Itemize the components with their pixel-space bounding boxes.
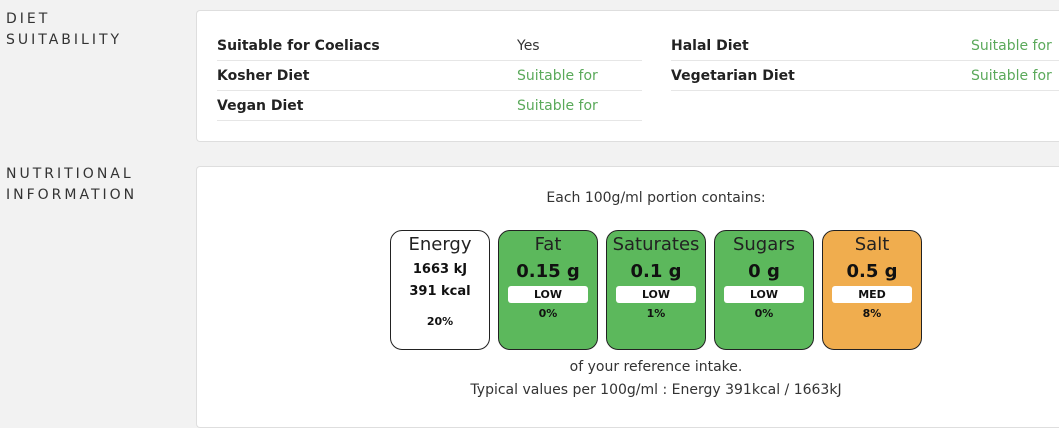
salt-pct: 8% [862,307,882,320]
diet-value: Suitable for [517,67,598,84]
fat-level-badge: LOW [508,286,588,303]
diet-row: Halal Diet Suitable for [671,31,1059,61]
diet-card: Suitable for Coeliacs Yes Kosher Diet Su… [196,10,1059,142]
salt-title: Salt [854,234,890,255]
energy-pct: 20% [426,315,454,328]
saturates-value: 0.1 g [630,261,682,282]
saturates-title: Saturates [612,234,700,255]
diet-row: Kosher Diet Suitable for [217,61,642,91]
saturates-level-badge: LOW [616,286,696,303]
diet-row: Suitable for Coeliacs Yes [217,31,642,61]
sugars-level-badge: LOW [724,286,804,303]
fat-pct: 0% [538,307,558,320]
energy-kcal: 391 kcal [409,284,471,299]
diet-row: Vegetarian Diet Suitable for [671,61,1059,91]
diet-row: Vegan Diet Suitable for [217,91,642,121]
salt-value: 0.5 g [846,261,898,282]
salt-light: Salt 0.5 g MED 8% [822,230,922,350]
sugars-value: 0 g [748,261,780,282]
typical-values-text: Typical values per 100g/ml : Energy 391k… [470,382,842,398]
sugars-title: Sugars [732,234,796,255]
diet-value: Yes [517,37,540,54]
diet-name: Suitable for Coeliacs [217,37,380,54]
diet-name: Halal Diet [671,37,749,54]
sugars-pct: 0% [754,307,774,320]
energy-kj: 1663 kJ [412,262,468,277]
nutrition-label-line2: INFORMATION [6,187,138,203]
diet-name: Vegan Diet [217,97,304,114]
fat-value: 0.15 g [516,261,580,282]
diet-value: Suitable for [971,67,1052,84]
fat-light: Fat 0.15 g LOW 0% [498,230,598,350]
saturates-light: Saturates 0.1 g LOW 1% [606,230,706,350]
portion-header: Each 100g/ml portion contains: [546,190,766,206]
diet-section-label: DIET SUITABILITY [6,9,122,51]
salt-level-badge: MED [832,286,912,303]
diet-left-column: Suitable for Coeliacs Yes Kosher Diet Su… [217,31,642,121]
diet-label-line1: DIET [6,11,51,27]
nutrition-label-line1: NUTRITIONAL [6,166,134,182]
diet-right-column: Halal Diet Suitable for Vegetarian Diet … [671,31,1059,91]
diet-value: Suitable for [971,37,1052,54]
diet-name: Vegetarian Diet [671,67,795,84]
diet-name: Kosher Diet [217,67,310,84]
energy-title: Energy [408,234,472,255]
nutrition-section-label: NUTRITIONAL INFORMATION [6,164,137,206]
fat-title: Fat [534,234,562,255]
energy-light: Energy 1663 kJ 391 kcal 20% [390,230,490,350]
reference-intake-text: of your reference intake. [569,359,743,375]
saturates-pct: 1% [646,307,666,320]
sugars-light: Sugars 0 g LOW 0% [714,230,814,350]
diet-label-line2: SUITABILITY [6,32,123,48]
diet-value: Suitable for [517,97,598,114]
